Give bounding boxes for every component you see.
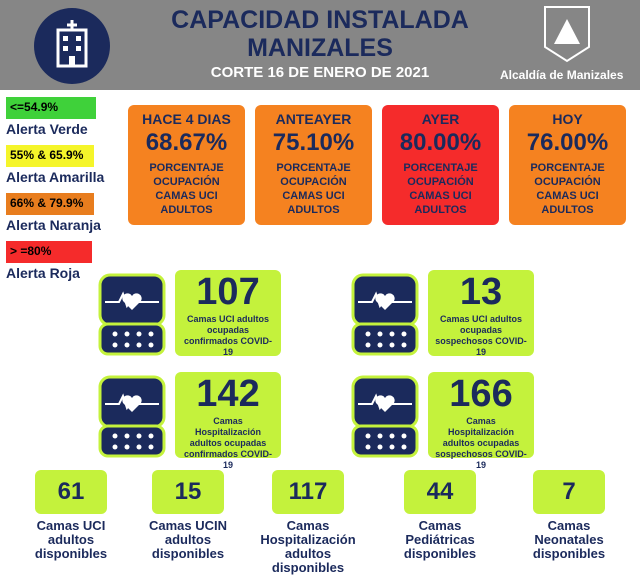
occupied-label: Camas UCI adultos ocupadas confirmados C… — [183, 314, 272, 357]
monitor-icon — [98, 375, 166, 458]
monitor-icon — [351, 375, 419, 458]
occupancy-card: ANTEAYER 75.10% PORCENTAJE OCUPACIÓN CAMAS… — [255, 105, 372, 225]
card-description: PORCENTAJE OCUPACIÓN CAMAS UCI ADULTOS — [403, 162, 478, 216]
available-label: Camas Neonatales disponibles — [532, 518, 606, 561]
occupied-value: 13 — [459, 271, 503, 313]
occupied-box: 107 Camas UCI adultos ocupadas confirmado… — [175, 270, 281, 357]
legend-label: Alerta Naranja — [6, 217, 101, 233]
legend-swatch: 66% & 79.9% — [6, 193, 94, 215]
available-label: Camas UCI adultos disponibles — [34, 518, 108, 561]
card-description: PORCENTAJE OCUPACIÓN CAMAS UCI ADULTOS — [149, 162, 224, 216]
subtitle: CORTE 16 DE ENERO DE 2021 — [210, 64, 430, 81]
occupied-value: 166 — [449, 373, 513, 415]
logo — [544, 6, 590, 63]
available-box: 117 — [272, 470, 344, 514]
card-value: 76.00% — [526, 129, 609, 156]
available-label: Camas Pediátricas disponibles — [403, 518, 477, 561]
legend-label: Alerta Verde — [6, 121, 88, 137]
monitor-icon — [351, 273, 419, 356]
occupied-label: Camas UCI adultos ocupadas sospechosos C… — [435, 314, 527, 357]
occupancy-card: HOY 76.00% PORCENTAJE OCUPACIÓN CAMAS UCI … — [509, 105, 626, 225]
card-value: 80.00% — [399, 129, 482, 156]
available-value: 15 — [174, 478, 202, 505]
card-heading: HOY — [552, 111, 583, 127]
card-heading: HACE 4 DIAS — [142, 111, 231, 127]
available-box: 15 — [152, 470, 224, 514]
logo-text: Alcaldía de Manizales — [500, 68, 624, 82]
legend-swatch: > =80% — [6, 241, 92, 263]
card-heading: AYER — [421, 111, 460, 127]
legend-label: Alerta Roja — [6, 265, 80, 281]
occupancy-card: HACE 4 DIAS 68.67% PORCENTAJE OCUPACIÓN CA… — [128, 105, 245, 225]
card-value: 75.10% — [272, 129, 355, 156]
available-box: 44 — [404, 470, 476, 514]
hospital-icon — [34, 8, 110, 84]
available-label: Camas Hospitalización adultos disponible… — [260, 518, 356, 575]
occupied-box: 166 Camas Hospitalización adultos ocupada… — [428, 372, 534, 470]
available-value: 117 — [288, 478, 328, 505]
occupied-label: Camas Hospitalización adultos ocupadas c… — [183, 416, 272, 470]
card-description: PORCENTAJE OCUPACIÓN CAMAS UCI ADULTOS — [276, 162, 351, 216]
legend-swatch: 55% & 65.9% — [6, 145, 94, 167]
title: CAPACIDAD INSTALADA — [171, 6, 469, 34]
title: MANIZALES — [247, 34, 393, 62]
legend-label: Alerta Amarilla — [6, 169, 105, 185]
available-value: 61 — [57, 478, 85, 505]
available-box: 61 — [35, 470, 107, 514]
occupied-box: 142 Camas Hospitalización adultos ocupada… — [175, 372, 281, 470]
occupancy-card: AYER 80.00% PORCENTAJE OCUPACIÓN CAMAS UCI… — [382, 105, 499, 225]
occupied-label: Camas Hospitalización adultos ocupadas s… — [435, 416, 527, 470]
monitor-icon — [98, 273, 166, 356]
available-box: 7 — [533, 470, 605, 514]
card-value: 68.67% — [145, 129, 228, 156]
available-value: 7 — [562, 478, 576, 505]
available-label: Camas UCIN adultos disponibles — [148, 518, 228, 561]
occupied-value: 107 — [196, 271, 260, 313]
card-description: PORCENTAJE OCUPACIÓN CAMAS UCI ADULTOS — [530, 162, 605, 216]
occupied-box: 13 Camas UCI adultos ocupadas sospechosos… — [428, 270, 534, 357]
legend-swatch: <=54.9% — [6, 97, 96, 119]
occupied-value: 142 — [196, 373, 260, 415]
card-heading: ANTEAYER — [275, 111, 352, 127]
available-value: 44 — [426, 478, 454, 505]
